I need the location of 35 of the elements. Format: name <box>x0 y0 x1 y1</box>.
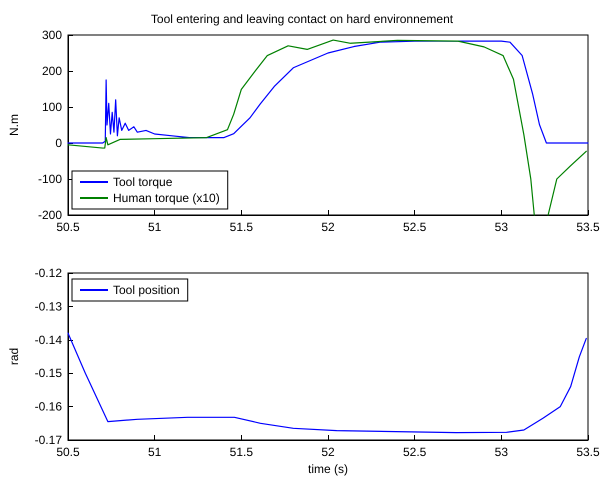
x-tick-label: 51.5 <box>230 220 254 234</box>
x-axis-title: time (s) <box>308 462 348 476</box>
x-tick-label: 52.5 <box>402 445 427 459</box>
y-axis-title: rad <box>7 348 21 366</box>
x-tick-label: 51 <box>148 220 162 234</box>
y-tick-label: 300 <box>42 28 62 42</box>
legend-label: Tool position <box>113 283 180 297</box>
y-tick-label: -0.12 <box>34 266 62 280</box>
x-tick-label: 50.5 <box>56 445 80 459</box>
x-tick-label: 53 <box>494 445 508 459</box>
x-tick-label: 51 <box>148 445 162 459</box>
line-series <box>67 332 587 434</box>
y-tick-label: -200 <box>38 208 62 222</box>
line-series <box>67 40 589 144</box>
x-tick-label: 52 <box>321 445 335 459</box>
chart-title: Tool entering and leaving contact on hard environnement <box>150 12 454 26</box>
legend-label: Human torque (x10) <box>113 191 220 205</box>
x-tick-label: 52.5 <box>402 220 427 234</box>
y-axis-title: N.m <box>7 114 21 136</box>
x-tick-label: 53.5 <box>576 220 600 234</box>
y-tick-label: -0.16 <box>34 400 62 414</box>
y-tick-label: -0.15 <box>34 366 62 380</box>
x-tick-label: 53.5 <box>576 445 600 459</box>
x-tick-label: 52 <box>321 220 335 234</box>
y-tick-label: -100 <box>38 172 62 186</box>
y-tick-label: 100 <box>42 100 62 114</box>
legend-label: Tool torque <box>113 175 173 189</box>
x-tick-label: 53 <box>494 220 508 234</box>
y-tick-label: -0.13 <box>34 299 62 314</box>
y-tick-label: -0.17 <box>34 433 62 447</box>
y-tick-label: 0 <box>55 136 62 150</box>
y-tick-label: -0.14 <box>34 332 62 347</box>
x-tick-label: 50.5 <box>56 220 80 234</box>
y-tick-label: 200 <box>42 64 62 78</box>
x-tick-label: 51.5 <box>230 445 254 459</box>
